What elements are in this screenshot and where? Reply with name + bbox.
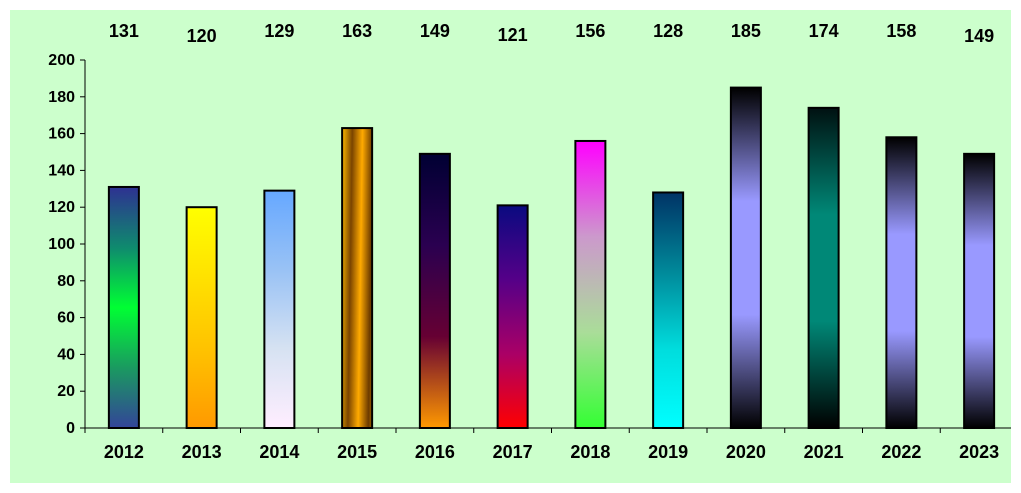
data-label: 128 [653,21,683,41]
bar-2020 [729,86,762,429]
x-tick-label: 2014 [259,442,299,462]
bar-2017 [496,204,529,429]
x-tick-label: 2016 [415,442,455,462]
bar-2012 [107,185,140,429]
bar-2014 [263,189,296,429]
bar-2019 [652,191,685,429]
chart-area: 0 20 40 60 80 100 120 140 160 180 200 2012 2013 2014… [10,10,1019,483]
x-tick-label: 2018 [570,442,610,462]
data-label: 174 [809,21,839,41]
bar-2013 [185,206,218,429]
y-tick-label: 80 [57,273,75,290]
data-label: 156 [575,21,605,41]
y-tick-label: 40 [57,346,75,363]
data-label: 129 [264,21,294,41]
data-label: 131 [109,21,139,41]
data-label: 120 [187,26,217,46]
y-tick-label: 180 [48,89,75,106]
x-tick-label: 2021 [804,442,844,462]
y-tick-label: 60 [57,310,75,327]
x-tick-label: 2023 [959,442,999,462]
y-tick-label: 200 [48,52,75,69]
bar-2016 [418,152,451,429]
y-tick-label: 20 [57,383,75,400]
bar-chart: 0 20 40 60 80 100 120 140 160 180 200 2012 2013 2014… [48,21,1019,462]
x-tick-label: 2012 [104,442,144,462]
bar-2018 [574,139,607,430]
x-tick-label: 2017 [493,442,533,462]
data-label: 163 [342,21,372,41]
data-label: 149 [964,26,994,46]
x-axis: 2012 2013 2014 2015 2016 2017 2018 2019 2020 2021… [84,427,1019,462]
y-axis: 0 20 40 60 80 100 120 140 160 180 200 [48,52,86,437]
x-tick-label: 2020 [726,442,766,462]
data-label: 185 [731,21,761,41]
data-label: 121 [498,25,528,45]
bar-2022 [885,136,918,429]
bar-2021 [807,106,840,429]
x-tick-label: 2013 [182,442,222,462]
y-tick-label: 120 [48,199,75,216]
bars [107,86,996,430]
bar-2015 [341,127,374,430]
data-label: 149 [420,21,450,41]
y-tick-label: 0 [66,420,75,437]
x-tick-label: 2015 [337,442,377,462]
data-label: 158 [886,21,916,41]
x-tick-label: 2022 [881,442,921,462]
bar-2023 [963,152,996,429]
data-labels: 131 120 129 163 149 121 156 128 185 174 158 149 [109,21,994,46]
y-tick-label: 160 [48,126,75,143]
x-tick-label: 2019 [648,442,688,462]
y-tick-label: 100 [48,236,75,253]
y-tick-label: 140 [48,162,75,179]
